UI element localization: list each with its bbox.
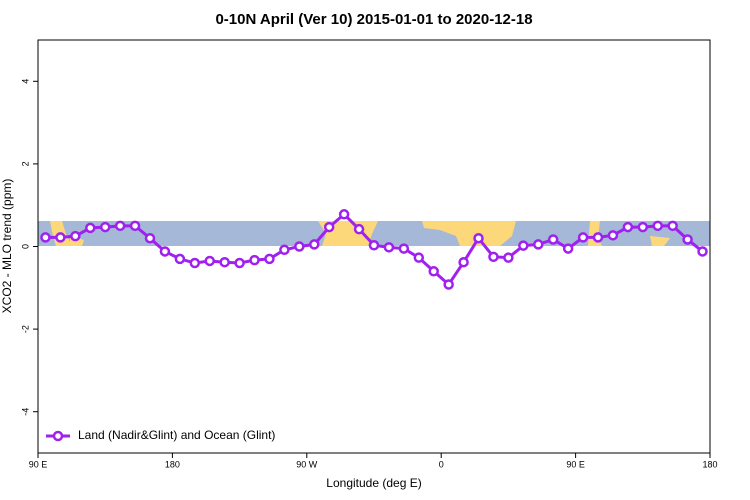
x-tick-label: 180	[165, 459, 180, 469]
chart-title: 0-10N April (Ver 10) 2015-01-01 to 2020-…	[215, 11, 532, 28]
point	[503, 252, 514, 263]
point	[234, 257, 245, 269]
x-tick-label: 90 E	[566, 459, 585, 469]
point	[518, 240, 529, 251]
point	[55, 232, 66, 243]
point	[562, 243, 574, 254]
point	[637, 221, 649, 233]
point	[144, 232, 156, 244]
point	[353, 223, 365, 235]
point	[85, 222, 96, 234]
y-tick-label: 2	[20, 161, 30, 166]
y-tick-label: 0	[20, 244, 30, 249]
legend-marker	[52, 430, 64, 442]
point	[667, 220, 678, 232]
point	[294, 241, 305, 252]
point	[607, 230, 619, 241]
point	[383, 242, 395, 253]
x-tick-label: 90 W	[296, 459, 318, 469]
point	[413, 252, 425, 263]
x-tick-label: 90 E	[29, 459, 48, 469]
point	[114, 220, 126, 232]
point	[279, 244, 290, 256]
legend-label: Land (Nadir&Glint) and Ocean (Glint)	[78, 428, 275, 442]
y-tick-label: 4	[20, 79, 30, 84]
point	[264, 253, 275, 265]
point	[428, 266, 439, 277]
x-tick-label: 0	[439, 459, 444, 469]
point	[577, 232, 589, 243]
point	[219, 256, 230, 268]
point	[473, 232, 484, 244]
point	[70, 230, 81, 242]
point	[309, 239, 320, 250]
x-tick-label: 180	[702, 459, 717, 469]
point	[204, 255, 215, 267]
y-tick-label: -2	[20, 325, 30, 333]
y-tick-label: -4	[20, 408, 30, 416]
point	[622, 221, 634, 233]
x-axis-label: Longitude (deg E)	[326, 476, 421, 490]
point	[398, 243, 410, 254]
point	[458, 256, 469, 268]
point	[368, 240, 380, 251]
point	[697, 246, 708, 257]
point	[547, 234, 559, 245]
point	[40, 232, 51, 243]
point	[533, 239, 544, 250]
point	[174, 253, 186, 265]
point	[443, 279, 454, 290]
point	[682, 234, 693, 245]
point	[323, 221, 335, 233]
point	[488, 251, 499, 263]
point	[592, 232, 604, 243]
point	[99, 221, 111, 233]
point	[129, 220, 141, 232]
point	[159, 246, 171, 257]
point	[249, 254, 260, 266]
point	[338, 209, 350, 220]
point	[189, 257, 201, 269]
point	[652, 220, 663, 232]
y-axis-label: XCO2 - MLO trend (ppm)	[0, 179, 14, 314]
